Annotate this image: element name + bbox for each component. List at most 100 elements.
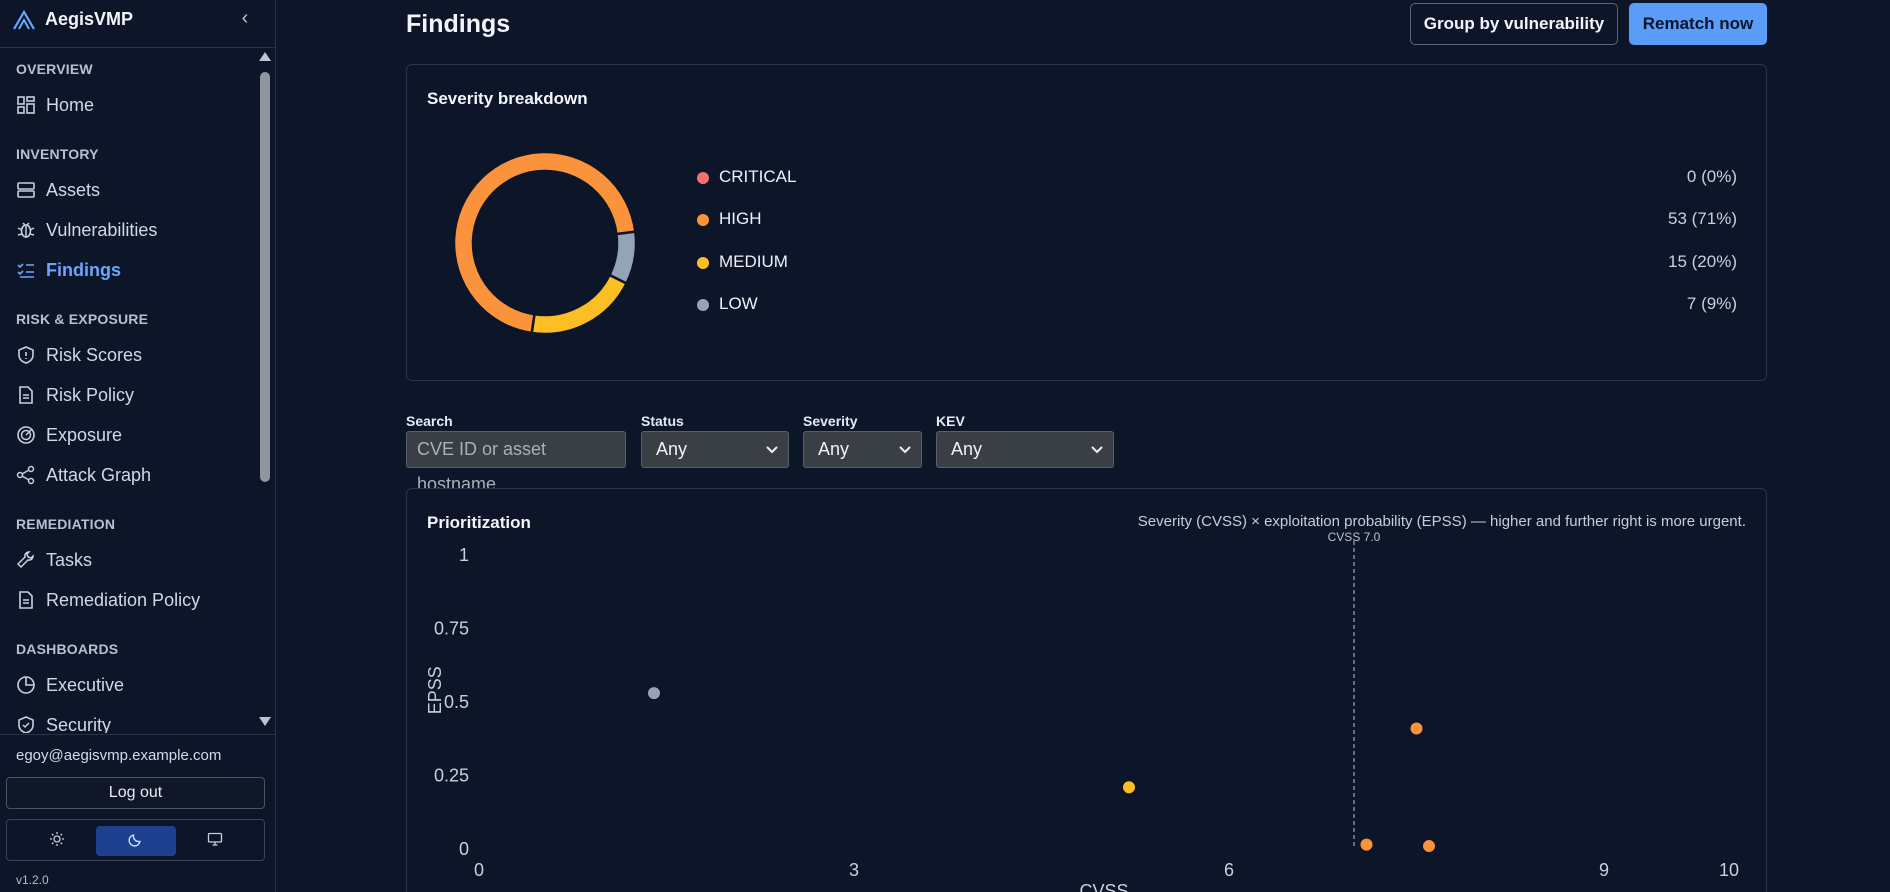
prioritization-title: Prioritization [427,513,531,532]
theme-system-button[interactable] [175,826,255,856]
nav-section-risk: RISK & EXPOSURE [16,311,149,327]
theme-dark-button[interactable] [96,826,176,856]
search-label: Search [406,413,453,429]
sidebar-item-label: Risk Scores [46,344,143,365]
sidebar-item-home[interactable]: Home [16,89,246,121]
sidebar-item-exposure[interactable]: Exposure [16,419,246,451]
sidebar-item-risk-scores[interactable]: Risk Scores [16,339,246,371]
severity-select-value: Any [818,439,850,459]
donut-slice-high[interactable] [452,150,637,335]
sidebar-item-tasks[interactable]: Tasks [16,544,246,576]
sidebar-scrollbar[interactable] [258,52,272,732]
aegis-logo-icon [12,9,36,30]
user-email: egoy@aegisvmp.example.com [16,747,222,764]
chevron-down-icon [766,446,778,454]
sidebar-item-label: Executive [46,674,125,695]
legend-value: 0 (0%) [1686,167,1737,186]
logout-button[interactable]: Log out [6,777,265,809]
legend-label: MEDIUM [719,252,788,271]
x-tick-label: 10 [1719,860,1739,880]
legend-dot-critical [697,172,709,184]
sidebar-item-executive[interactable]: Executive [16,669,246,701]
legend-row-low: LOW 7 (9%) [697,294,1737,318]
scatter-point-medium[interactable] [1123,781,1135,794]
legend-row-high: HIGH 53 (71%) [697,209,1737,233]
status-select-value: Any [656,439,688,459]
x-tick-label: 9 [1599,860,1609,880]
kev-select-value: Any [951,439,983,459]
sidebar-item-findings[interactable]: Findings [16,254,246,286]
y-axis-label: EPSS [425,666,445,714]
x-tick-label: 0 [474,860,484,880]
sidebar-item-vulnerabilities[interactable]: Vulnerabilities [16,214,246,246]
y-tick-label: 0.75 [434,619,469,639]
legend-dot-medium [697,257,709,269]
y-tick-label: 0 [459,839,469,859]
sidebar-item-label: Exposure [46,424,123,445]
group-by-vulnerability-button[interactable]: Group by vulnerability [1410,3,1618,45]
legend-value: 15 (20%) [1668,252,1737,271]
sidebar-item-label: Assets [46,179,101,200]
scatter-point-high[interactable] [1410,722,1423,735]
sidebar-item-remediation-policy[interactable]: Remediation Policy [16,584,246,616]
sidebar-item-label: Attack Graph [46,464,152,485]
rematch-now-button[interactable]: Rematch now [1629,3,1767,45]
scroll-down-icon[interactable] [259,717,271,726]
chevron-down-icon [1091,446,1103,454]
donut-slice-medium[interactable] [530,273,629,336]
brand-header: AegisVMP ‹ [0,0,275,48]
legend-label: LOW [719,294,758,313]
share-nodes-icon [16,465,36,485]
server-icon [16,180,36,200]
sidebar-item-attack-graph[interactable]: Attack Graph [16,459,246,491]
brand-name: AegisVMP [45,9,134,29]
shield-icon [16,345,36,365]
sidebar-item-assets[interactable]: Assets [16,174,246,206]
moon-icon [128,831,144,852]
sidebar-item-label: Remediation Policy [46,589,201,610]
nav-section-overview: OVERVIEW [16,61,93,77]
scroll-thumb[interactable] [260,72,270,482]
shield-check-icon [16,715,36,733]
kev-select[interactable]: Any [936,431,1114,468]
nav-section-inventory: INVENTORY [16,146,99,162]
prioritization-card: Prioritization Severity (CVSS) × exploit… [406,488,1767,892]
sidebar-item-label: Risk Policy [46,384,135,405]
scatter-point-high[interactable] [1423,840,1435,853]
document-icon [16,385,36,405]
x-axis-label: CVSS [1079,881,1128,892]
legend-label: CRITICAL [719,167,797,186]
sidebar-item-label: Home [46,94,95,115]
chevron-down-icon [899,446,911,454]
scatter-point-high[interactable] [1360,838,1373,851]
kev-label: KEV [936,413,965,429]
bug-icon [16,220,36,240]
severity-donut-chart [452,150,638,336]
legend-row-critical: CRITICAL 0 (0%) [697,167,1737,191]
sidebar-item-risk-policy[interactable]: Risk Policy [16,379,246,411]
scatter-point-low[interactable] [648,687,660,700]
status-label: Status [641,413,684,429]
sidebar-item-label: Tasks [46,549,93,570]
theme-light-button[interactable] [17,826,97,856]
legend-dot-high [697,214,709,226]
collapse-sidebar-icon[interactable]: ‹ [241,7,249,29]
document-icon [16,590,36,610]
sidebar-nav: OVERVIEW Home INVENTORY Assets Vulnerabi… [0,49,258,733]
legend-dot-low [697,299,709,311]
sidebar-item-security[interactable]: Security [16,709,246,733]
search-input[interactable]: CVE ID or asset hostname [406,431,626,494]
status-select[interactable]: Any [641,431,789,468]
list-check-icon [16,260,36,280]
severity-select[interactable]: Any [803,431,922,468]
scroll-up-icon[interactable] [259,52,271,61]
nav-section-dashboards: DASHBOARDS [16,641,119,657]
theme-toggle [6,819,265,861]
sidebar-footer: egoy@aegisvmp.example.com Log out v1.2.0 [0,734,275,892]
nav-section-remediation: REMEDIATION [16,516,116,532]
monitor-icon [207,831,223,852]
severity-card-title: Severity breakdown [427,89,588,108]
legend-row-medium: MEDIUM 15 (20%) [697,252,1737,276]
